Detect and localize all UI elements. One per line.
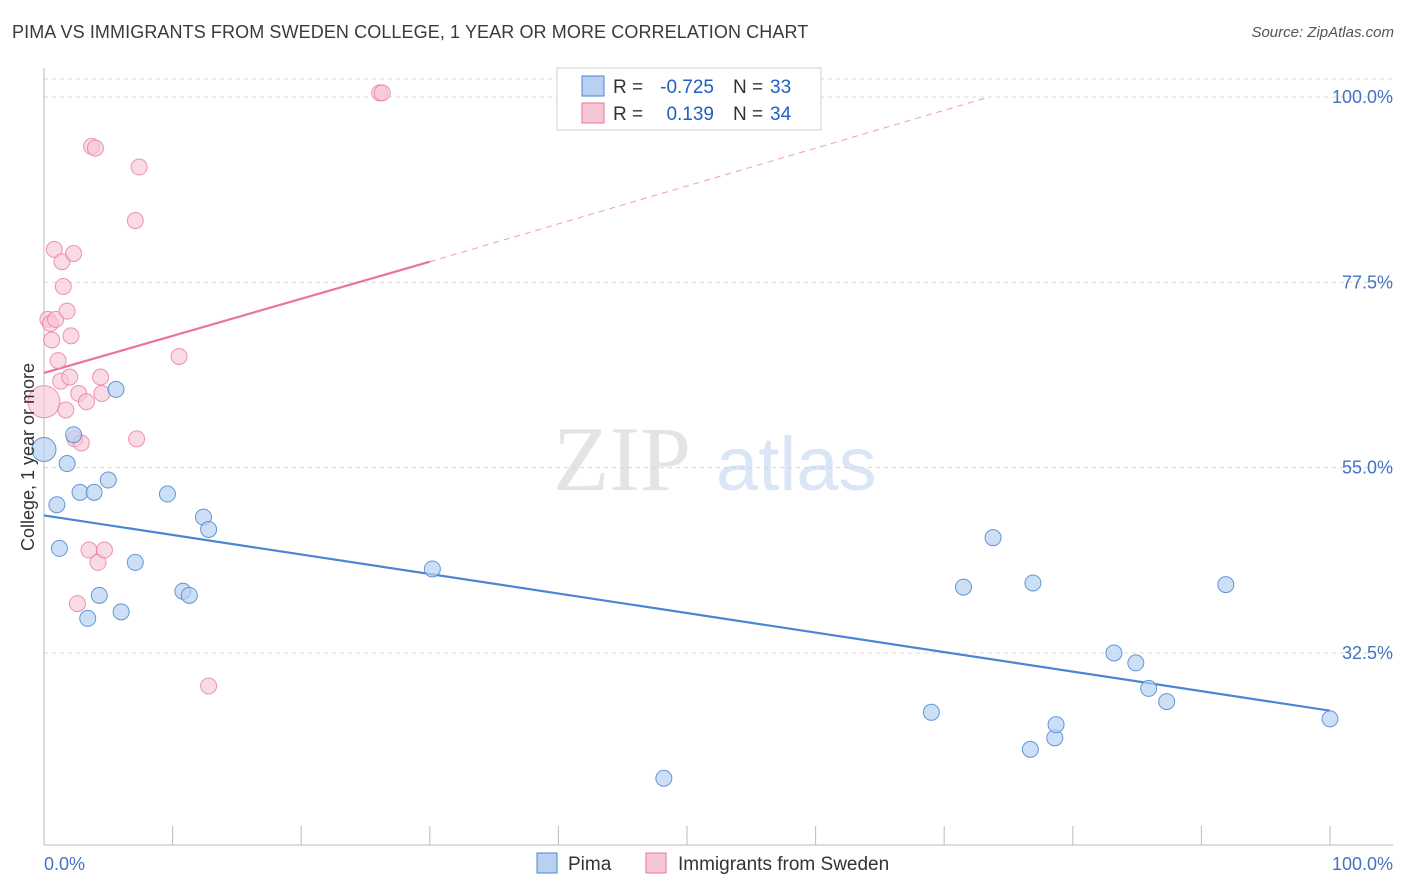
trend-layer bbox=[43, 96, 1331, 712]
pima-point bbox=[126, 553, 144, 571]
y-tick-labels: 32.5% 55.0% 77.5% 100.0% bbox=[1332, 87, 1393, 663]
legend-series: Pima Immigrants from Sweden bbox=[536, 852, 889, 875]
legend-pima-n-value: 33 bbox=[770, 77, 791, 98]
sweden-point bbox=[93, 385, 111, 403]
pima-point bbox=[50, 539, 68, 557]
pima-point bbox=[1024, 574, 1042, 592]
legend-pima-r-label: R = bbox=[613, 77, 643, 98]
pima-point bbox=[1047, 716, 1065, 734]
sweden-point bbox=[45, 240, 63, 258]
pima-point bbox=[90, 586, 108, 604]
pima-point bbox=[1158, 693, 1176, 711]
pima-point bbox=[1217, 576, 1235, 594]
legend-pima-swatch bbox=[581, 75, 605, 97]
legend-pima-n-label: N = bbox=[733, 77, 763, 98]
pima-point bbox=[1105, 644, 1123, 662]
pima-point bbox=[200, 520, 218, 538]
sweden-point bbox=[47, 310, 65, 328]
legend-sweden-n-value: 34 bbox=[770, 104, 792, 125]
watermark-atlas: atlas bbox=[716, 422, 877, 507]
watermark-zip: ZIP bbox=[553, 408, 691, 510]
pima-point bbox=[79, 609, 97, 627]
legend-bottom-pima-swatch bbox=[536, 852, 558, 874]
x-tick-label-min: 0.0% bbox=[44, 854, 85, 874]
sweden-point bbox=[57, 401, 75, 419]
sweden-trend-line bbox=[43, 260, 431, 374]
pima-point bbox=[1321, 710, 1339, 728]
legend-pima-r-value: -0.725 bbox=[660, 77, 714, 98]
sweden-point bbox=[27, 385, 61, 419]
legend-sweden-r-value: 0.139 bbox=[666, 104, 714, 125]
pima-point bbox=[1127, 654, 1145, 672]
sweden-point bbox=[200, 677, 218, 695]
sweden-point bbox=[373, 84, 391, 102]
sweden-point bbox=[62, 327, 80, 345]
pima-point bbox=[85, 483, 103, 501]
pima-point bbox=[65, 426, 83, 444]
sweden-point bbox=[128, 430, 146, 448]
legend-bottom-pima-label: Pima bbox=[568, 854, 612, 875]
sweden-point bbox=[61, 368, 79, 386]
sweden-point bbox=[86, 139, 104, 157]
y-axis-title: College, 1 year or more bbox=[18, 363, 38, 551]
pima-point bbox=[180, 586, 198, 604]
y-tick-label: 55.0% bbox=[1342, 458, 1393, 478]
pima-point bbox=[1021, 740, 1039, 758]
pima-point bbox=[423, 560, 441, 578]
sweden-point bbox=[77, 393, 95, 411]
pima-point bbox=[58, 455, 76, 473]
grid-layer bbox=[44, 78, 1393, 654]
y-tick-label: 32.5% bbox=[1342, 643, 1393, 663]
pima-point bbox=[31, 437, 57, 463]
points-layer bbox=[27, 84, 1339, 787]
pima-point bbox=[158, 485, 176, 503]
chart-title: PIMA VS IMMIGRANTS FROM SWEDEN COLLEGE, … bbox=[12, 22, 809, 42]
watermark: ZIP atlas bbox=[553, 408, 877, 510]
y-tick-label: 100.0% bbox=[1332, 87, 1393, 107]
sweden-point bbox=[54, 277, 72, 295]
sweden-point bbox=[58, 302, 76, 320]
y-tick-label: 77.5% bbox=[1342, 272, 1393, 292]
sweden-point bbox=[65, 245, 83, 263]
sweden-point bbox=[95, 541, 113, 559]
sweden-point bbox=[130, 158, 148, 176]
legend-sweden-r-label: R = bbox=[613, 104, 643, 125]
sweden-point bbox=[53, 253, 71, 271]
pima-point bbox=[954, 578, 972, 596]
pima-point bbox=[107, 380, 125, 398]
axes-layer bbox=[43, 68, 1393, 846]
pima-point bbox=[99, 471, 117, 489]
x-tick-label-max: 100.0% bbox=[1332, 854, 1393, 874]
sweden-point bbox=[43, 331, 61, 349]
sweden-point bbox=[170, 347, 188, 365]
legend-correlation: R = -0.725 N = 33 R = 0.139 N = 34 bbox=[556, 67, 822, 131]
legend-sweden-swatch bbox=[581, 102, 605, 124]
pima-point bbox=[922, 703, 940, 721]
sweden-trend-extension bbox=[429, 96, 990, 263]
sweden-point bbox=[68, 595, 86, 613]
pima-point bbox=[1140, 679, 1158, 697]
pima-point bbox=[71, 483, 89, 501]
sweden-point bbox=[126, 212, 144, 230]
legend-sweden-n-label: N = bbox=[733, 104, 763, 125]
source-label: Source: ZipAtlas.com bbox=[1251, 24, 1394, 41]
pima-trend-line bbox=[43, 514, 1331, 712]
sweden-point bbox=[49, 352, 67, 370]
pima-point bbox=[48, 496, 66, 514]
pima-point bbox=[984, 529, 1002, 547]
legend-bottom-sweden-label: Immigrants from Sweden bbox=[678, 854, 889, 875]
pima-point bbox=[655, 769, 673, 787]
sweden-point bbox=[92, 368, 110, 386]
pima-point bbox=[112, 603, 130, 621]
legend-bottom-sweden-swatch bbox=[645, 852, 667, 874]
